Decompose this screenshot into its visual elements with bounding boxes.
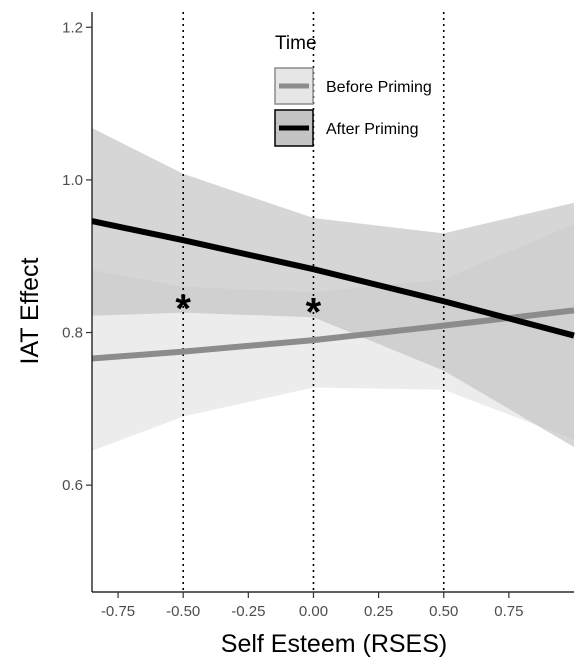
annotation-star-1: * [175, 287, 191, 331]
y-tick-label: 0.6 [62, 477, 83, 494]
y-axis-title: IAT Effect [16, 257, 44, 364]
series-line-before-priming [91, 307, 575, 362]
significance-annotations: * * [175, 287, 321, 335]
series-line-after-priming [91, 218, 575, 339]
series-lines [91, 218, 575, 362]
annotation-star-2: * [306, 291, 322, 335]
x-tick-label: 0.00 [299, 603, 328, 620]
x-axis-title: Self Esteem (RSES) [221, 630, 447, 658]
x-ticks: -0.75 -0.50 -0.25 0.00 0.25 0.50 0.75 [101, 592, 523, 620]
x-tick-label: 0.50 [429, 603, 458, 620]
x-tick-label: 0.25 [364, 603, 393, 620]
x-tick-label: 0.75 [494, 603, 523, 620]
confidence-bands [92, 128, 574, 451]
x-tick-label: -0.25 [231, 603, 265, 620]
legend: Time Before Priming After Priming [274, 33, 432, 147]
legend-title: Time [275, 33, 317, 54]
y-ticks: 0.6 0.8 1.0 1.2 [62, 19, 92, 494]
y-tick-label: 0.8 [62, 325, 83, 342]
ci-band-after-priming [92, 128, 574, 447]
x-tick-label: -0.75 [101, 603, 135, 620]
legend-label-before-priming: Before Priming [326, 79, 432, 96]
y-tick-label: 1.2 [62, 19, 83, 36]
legend-label-after-priming: After Priming [326, 121, 418, 138]
legend-key-after-priming [274, 109, 314, 147]
y-tick-label: 1.0 [62, 172, 83, 189]
legend-key-before-priming [274, 67, 314, 105]
axes [91, 12, 574, 593]
x-tick-label: -0.50 [166, 603, 200, 620]
